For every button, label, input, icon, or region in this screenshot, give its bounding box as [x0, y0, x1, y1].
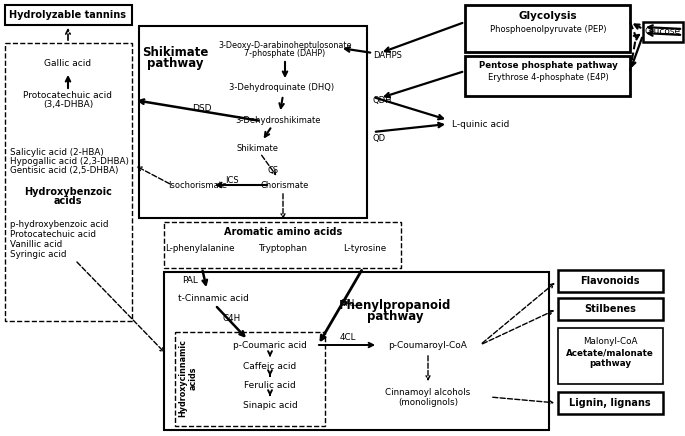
Text: p-hydroxybenzoic acid: p-hydroxybenzoic acid: [10, 219, 108, 228]
Text: Salicylic acid (2-HBA): Salicylic acid (2-HBA): [10, 147, 104, 157]
Text: Ferulic acid: Ferulic acid: [244, 381, 296, 389]
Bar: [465, 5, 630, 52]
Bar: [465, 56, 630, 96]
Text: DSD: DSD: [192, 103, 212, 112]
Text: Pentose phosphate pathway: Pentose phosphate pathway: [479, 61, 617, 71]
Bar: [558, 298, 663, 320]
Text: Tryptophan: Tryptophan: [258, 243, 308, 252]
Bar: [558, 328, 663, 384]
Text: Cinnamoyl alcohols: Cinnamoyl alcohols: [386, 388, 471, 396]
Text: Vanillic acid: Vanillic acid: [10, 239, 62, 249]
Text: CS: CS: [268, 166, 279, 174]
Text: PAL: PAL: [182, 276, 198, 285]
Text: Malonyl-CoA: Malonyl-CoA: [583, 337, 637, 345]
Text: 4CL: 4CL: [340, 333, 356, 341]
Text: Glucose: Glucose: [645, 27, 681, 37]
Text: pathway: pathway: [589, 358, 631, 368]
Text: Shikimate: Shikimate: [237, 143, 279, 153]
Text: 3-Dehydroshikimate: 3-Dehydroshikimate: [235, 116, 321, 125]
Text: Phosphoenolpyruvate (PEP): Phosphoenolpyruvate (PEP): [490, 24, 606, 34]
Text: Chorismate: Chorismate: [261, 181, 309, 190]
Text: 7-phosphate (DAHP): 7-phosphate (DAHP): [245, 50, 325, 58]
Text: Caffeic acid: Caffeic acid: [243, 361, 297, 371]
Text: Protocatechuic acid: Protocatechuic acid: [10, 229, 96, 238]
Text: Glycolysis: Glycolysis: [519, 11, 577, 21]
Text: Acetate/malonate: Acetate/malonate: [566, 348, 654, 358]
Text: p-Coumaroyl-CoA: p-Coumaroyl-CoA: [388, 341, 467, 350]
Text: L-tyrosine: L-tyrosine: [343, 243, 386, 252]
Text: C4H: C4H: [223, 313, 241, 323]
Text: Hydroxycinnamic
acids: Hydroxycinnamic acids: [178, 339, 198, 417]
Text: acids: acids: [53, 196, 82, 206]
Text: p-Coumaric acid: p-Coumaric acid: [233, 341, 307, 350]
Text: (monolignols): (monolignols): [398, 398, 458, 406]
Text: Gallic acid: Gallic acid: [45, 59, 92, 68]
Text: Flavonoids: Flavonoids: [580, 276, 640, 286]
Text: Hypogallic acid (2,3-DHBA): Hypogallic acid (2,3-DHBA): [10, 157, 129, 166]
Bar: [643, 22, 683, 42]
Bar: [5, 43, 132, 321]
Text: Gentisic acid (2,5-DHBA): Gentisic acid (2,5-DHBA): [10, 166, 119, 174]
Bar: [558, 392, 663, 414]
Text: Hydroxybenzoic: Hydroxybenzoic: [24, 187, 112, 197]
Text: t-Cinnamic acid: t-Cinnamic acid: [177, 293, 249, 303]
Text: Lignin, lignans: Lignin, lignans: [569, 398, 651, 408]
Text: Syringic acid: Syringic acid: [10, 249, 66, 259]
Text: DAHPS: DAHPS: [373, 51, 402, 61]
Text: Protocatechuic acid: Protocatechuic acid: [23, 91, 112, 99]
Text: pathway: pathway: [366, 310, 423, 323]
Text: Shikimate: Shikimate: [142, 45, 208, 58]
Text: 3-Dehydroquinate (DHQ): 3-Dehydroquinate (DHQ): [229, 84, 334, 92]
Bar: [164, 222, 401, 268]
Text: Aromatic amino acids: Aromatic amino acids: [224, 227, 342, 237]
Text: (3,4-DHBA): (3,4-DHBA): [43, 99, 93, 109]
Text: QD: QD: [373, 133, 386, 143]
Text: pathway: pathway: [147, 57, 203, 69]
Bar: [139, 26, 367, 218]
Bar: [558, 270, 663, 292]
Text: TAL: TAL: [341, 299, 357, 307]
Text: ICS: ICS: [225, 176, 239, 184]
Bar: [175, 332, 325, 426]
Text: L-quinic acid: L-quinic acid: [452, 119, 510, 129]
Text: Isochorismate: Isochorismate: [169, 181, 227, 190]
Text: Erythrose 4-phosphate (E4P): Erythrose 4-phosphate (E4P): [488, 74, 608, 82]
Text: Sinapic acid: Sinapic acid: [242, 401, 297, 409]
Text: Phenylpropanoid: Phenylpropanoid: [339, 299, 451, 311]
Bar: [164, 272, 549, 430]
Text: QDH: QDH: [373, 95, 393, 105]
Text: 3-Deoxy-D-arabinoheptulosonate: 3-Deoxy-D-arabinoheptulosonate: [219, 41, 352, 50]
Text: Hydrolyzable tannins: Hydrolyzable tannins: [10, 10, 127, 20]
Text: L-phenylalanine: L-phenylalanine: [165, 243, 235, 252]
Bar: [5, 5, 132, 25]
Text: Stilbenes: Stilbenes: [584, 304, 636, 314]
